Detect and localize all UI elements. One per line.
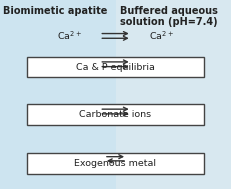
Text: Ca$^{2+}$: Ca$^{2+}$: [149, 30, 174, 42]
Text: Exogenous metal: Exogenous metal: [75, 159, 156, 168]
FancyBboxPatch shape: [27, 104, 204, 125]
FancyBboxPatch shape: [27, 153, 204, 174]
Text: Buffered aqueous
solution (pH=7.4): Buffered aqueous solution (pH=7.4): [120, 6, 218, 27]
Text: Ca$^{2+}$: Ca$^{2+}$: [57, 30, 82, 42]
Text: Carbonate ions: Carbonate ions: [79, 110, 152, 119]
Bar: [116, 0, 231, 189]
Text: HPO$_4$$^{2-}$: HPO$_4$$^{2-}$: [51, 57, 88, 71]
Text: U(VI): U(VI): [55, 154, 83, 163]
Text: Ca & P equilibria: Ca & P equilibria: [76, 63, 155, 72]
Text: HCO$_3$$^{-}$: HCO$_3$$^{-}$: [53, 105, 86, 118]
Text: U(VI): U(VI): [148, 154, 176, 163]
Text: Biomimetic apatite: Biomimetic apatite: [3, 6, 108, 16]
FancyBboxPatch shape: [27, 57, 204, 77]
Text: HPO$_4$$^{2-}$: HPO$_4$$^{2-}$: [143, 57, 180, 71]
Text: HCO$_3$$^{-}$: HCO$_3$$^{-}$: [145, 105, 178, 118]
